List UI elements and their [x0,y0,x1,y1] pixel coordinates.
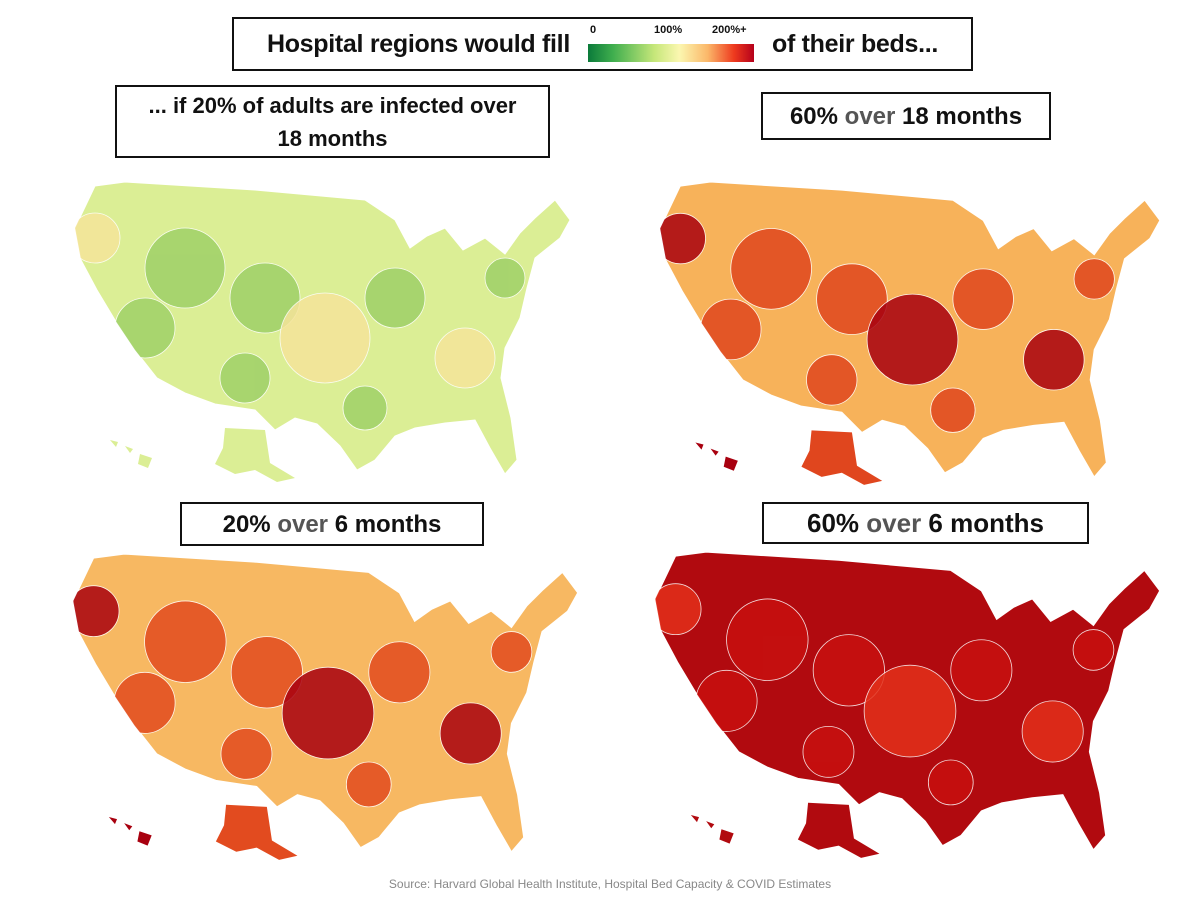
scale-label-200: 200%+ [711,24,747,36]
hospital-region [220,727,273,780]
hospital-region [490,631,533,673]
hospital-region [144,227,226,309]
hospital-region [1021,700,1084,763]
hospital-region [816,263,888,335]
hospital-region [484,257,526,299]
color-scale-bar [587,44,754,62]
hospital-region [952,268,1014,330]
scale-label-100: 100% [653,24,683,36]
panel-4-title: 60% over 6 months [762,502,1089,544]
hospital-region [368,641,431,704]
hospital-region [73,585,120,638]
t-b: over [866,508,922,538]
panel-1-title-line2: 18 months [277,126,388,151]
map-20pct-6mo [72,553,579,860]
hospital-region [730,228,812,310]
hospital-region [1073,258,1115,300]
hospital-region [229,262,301,334]
hawaii-region [690,815,734,844]
hospital-region [1072,629,1115,671]
map-60pct-18mo [659,181,1161,485]
hospital-region [345,761,392,808]
alaska-region [215,428,295,482]
hospital-region [695,669,758,732]
hospital-region [950,639,1013,702]
panel-2-title: 60% over 18 months [761,92,1051,140]
hospital-region [230,636,303,709]
t-a: 60% [789,103,838,130]
hospital-region [927,759,974,806]
t-b: over [277,511,329,538]
hospital-region [75,212,121,264]
hospital-region [113,671,176,734]
header-title-left: Hospital regions would fill [266,29,570,58]
color-scale: 0 100% 200%+ [587,24,754,64]
t-a: 60% [806,508,860,538]
hawaii-region [110,440,152,468]
legend-header: Hospital regions would fill 0 100% 200%+… [232,17,973,71]
alaska-region [215,804,298,860]
hospital-region [281,666,375,760]
header-title-right: of their beds... [771,29,939,58]
hospital-region [812,634,885,707]
hospital-region [863,664,957,758]
hospital-region [930,387,976,433]
panel-1-title-line1: ... if 20% of adults are infected over [148,93,517,118]
alaska-region [801,430,883,485]
hospital-region [655,583,702,636]
t-c: 18 months [902,103,1023,130]
scale-label-0: 0 [589,24,597,36]
hospital-region [802,725,855,778]
t-c: 6 months [928,508,1044,538]
panel-3-title: 20% over 6 months [180,502,484,546]
hawaii-region [108,817,152,846]
hospital-region [726,598,809,681]
map-60pct-6mo [654,551,1161,858]
hospital-region [342,385,388,431]
hospital-region [144,600,227,683]
hospital-region [434,327,496,389]
map-20pct-18mo [74,181,571,482]
source-note: Source: Harvard Global Health Institute,… [388,877,832,891]
alaska-region [797,802,880,858]
hospital-region [660,212,706,265]
panel-1-title: ... if 20% of adults are infected over 1… [115,85,550,158]
t-c: 6 months [334,511,442,538]
hospital-region [1023,329,1085,391]
hospital-region [806,354,858,406]
hospital-region [279,292,371,384]
hospital-region [866,293,959,386]
t-a: 20% [222,511,271,538]
hospital-region [114,297,176,359]
hawaii-region [695,442,738,471]
hospital-region [700,298,762,361]
hospital-region [219,352,271,404]
hospital-region [364,267,426,329]
t-b: over [844,103,896,130]
hospital-region [439,702,502,765]
